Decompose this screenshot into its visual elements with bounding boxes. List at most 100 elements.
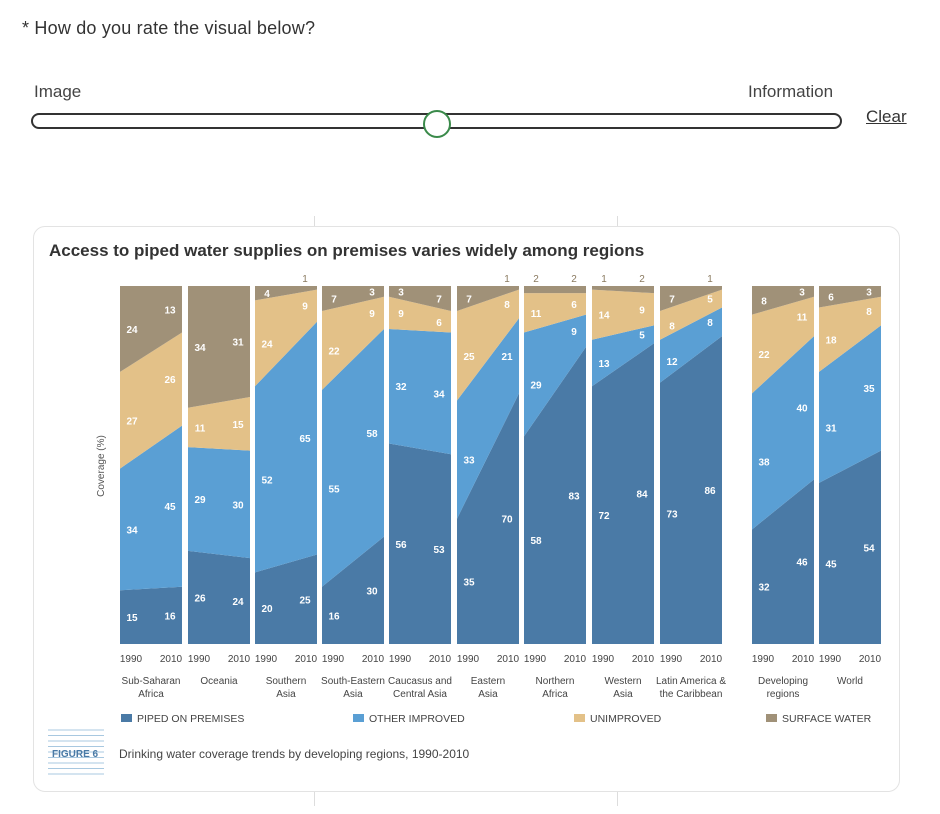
data-label: 15: [232, 420, 244, 431]
region-label: World: [837, 676, 863, 687]
data-label: 86: [704, 486, 716, 497]
slider-right-label: Information: [748, 82, 834, 101]
region-label: Sub-Saharan: [122, 676, 181, 687]
data-label: 52: [261, 475, 273, 486]
data-label: 8: [761, 296, 767, 307]
data-label: 7: [331, 295, 337, 306]
column-guide-line: [617, 792, 618, 806]
data-label: 9: [571, 327, 577, 338]
data-label: 8: [866, 307, 872, 318]
data-label: 11: [195, 423, 206, 434]
data-label: 73: [666, 509, 678, 520]
data-label: 56: [395, 540, 407, 551]
region-label: Asia: [613, 689, 633, 700]
data-label: 24: [126, 325, 138, 336]
area-unimproved: [592, 289, 654, 340]
x-tick-label: 2010: [564, 654, 587, 665]
data-label: 5: [639, 330, 645, 341]
area-surface-water: [819, 286, 881, 308]
data-label: 6: [436, 318, 442, 329]
data-label: 72: [598, 511, 610, 522]
legend-swatch: [353, 714, 364, 722]
area-piped-on-premises: [322, 536, 384, 644]
data-label: 1: [504, 274, 510, 285]
area-surface-water: [752, 286, 814, 315]
data-label: 31: [232, 337, 244, 348]
area-piped-on-premises: [389, 443, 451, 644]
area-other-improved: [752, 336, 814, 530]
area-other-improved: [524, 314, 586, 437]
area-other-improved: [389, 328, 451, 455]
data-label: 9: [369, 309, 375, 320]
area-unimproved: [457, 289, 519, 401]
data-label: 3: [369, 287, 375, 298]
legend-swatch: [574, 714, 585, 722]
region-label: South-Eastern: [321, 676, 385, 687]
water-coverage-chart: Access to piped water supplies on premis…: [48, 241, 882, 775]
data-label: 32: [758, 583, 770, 594]
area-unimproved: [188, 396, 250, 451]
slider-left-label: Image: [34, 82, 82, 101]
column-guide-line: [314, 216, 315, 228]
data-label: 20: [261, 604, 273, 615]
area-unimproved: [819, 296, 881, 372]
region-label: Developing: [758, 676, 808, 687]
legend-swatch: [121, 714, 132, 722]
data-label: 7: [436, 295, 442, 306]
area-unimproved: [660, 289, 722, 340]
area-piped-on-premises: [457, 393, 519, 644]
data-label: 53: [433, 545, 445, 556]
area-unimproved: [120, 332, 182, 469]
legend-label: UNIMPROVED: [590, 713, 662, 725]
x-tick-label: 2010: [295, 654, 318, 665]
data-label: 8: [504, 300, 510, 311]
data-label: 65: [299, 434, 311, 445]
data-label: 1: [302, 274, 308, 285]
area-piped-on-premises: [592, 343, 654, 644]
area-surface-water: [660, 286, 722, 312]
data-label: 32: [395, 382, 407, 393]
x-tick-label: 1990: [660, 654, 683, 665]
data-label: 6: [571, 300, 577, 311]
area-unimproved: [255, 289, 317, 387]
region-label: Northern: [536, 676, 575, 687]
x-tick-label: 2010: [632, 654, 655, 665]
data-label: 14: [598, 311, 610, 322]
data-label: 29: [530, 380, 542, 391]
data-label: 34: [126, 525, 138, 536]
region-label: Africa: [542, 689, 568, 700]
x-tick-label: 1990: [389, 654, 412, 665]
data-label: 25: [299, 595, 311, 606]
question-title: * How do you rate the visual below?: [22, 18, 316, 38]
area-piped-on-premises: [188, 550, 250, 644]
area-surface-water: [255, 286, 317, 301]
region-label: Oceania: [200, 676, 238, 687]
data-label: 7: [466, 295, 472, 306]
data-label: 55: [328, 484, 340, 495]
data-label: 16: [164, 611, 176, 622]
area-other-improved: [120, 425, 182, 591]
data-label: 70: [501, 515, 513, 526]
data-label: 1: [707, 274, 713, 285]
region-label: Western: [604, 676, 641, 687]
data-label: 8: [669, 321, 675, 332]
x-tick-label: 1990: [322, 654, 345, 665]
data-label: 45: [825, 559, 837, 570]
area-other-improved: [457, 318, 519, 519]
data-label: 35: [463, 577, 475, 588]
legend-swatch: [766, 714, 777, 722]
area-piped-on-premises: [524, 346, 586, 644]
clear-button[interactable]: Clear: [866, 107, 907, 126]
region-label: Eastern: [471, 676, 505, 687]
rating-slider-thumb[interactable]: [422, 110, 451, 138]
data-label: 38: [758, 457, 770, 468]
column-guide-line: [314, 792, 315, 806]
x-tick-label: 1990: [188, 654, 211, 665]
area-unimproved: [389, 296, 451, 333]
x-tick-label: 2010: [497, 654, 520, 665]
data-label: 30: [366, 586, 378, 597]
region-label: Central Asia: [393, 689, 447, 700]
area-other-improved: [592, 325, 654, 387]
data-label: 33: [463, 456, 475, 467]
data-label: 13: [598, 359, 610, 370]
